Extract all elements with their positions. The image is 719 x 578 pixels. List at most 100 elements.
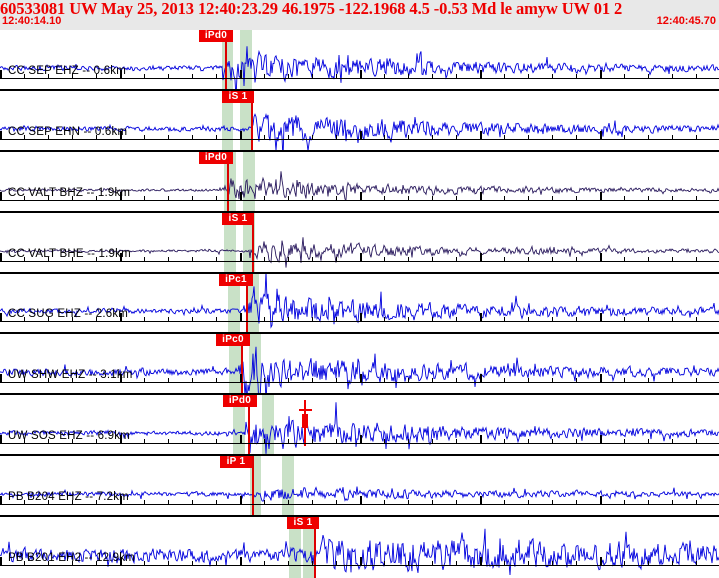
axis-minor-tick [528,378,529,383]
phase-pick-label[interactable]: iS 1 [222,91,254,103]
phase-pick-line[interactable] [246,274,248,334]
axis-minor-tick [24,74,25,79]
axis-minor-tick [432,196,433,201]
axis-minor-tick [48,257,49,262]
axis-major-tick [600,313,602,322]
axis-minor-tick [672,439,673,444]
axis-minor-tick [528,257,529,262]
axis-minor-tick [576,561,577,566]
phase-pick-label[interactable]: iPd0 [199,152,233,164]
axis-minor-tick [192,196,193,201]
waveform-trace [0,274,719,329]
axis-minor-tick [216,561,217,566]
axis-major-tick [0,192,2,201]
axis-minor-tick [528,135,529,140]
axis-minor-tick [408,561,409,566]
axis-major-tick [240,496,242,505]
axis-minor-tick [216,135,217,140]
axis-minor-tick [384,561,385,566]
axis-minor-tick [648,317,649,322]
amplitude-marker[interactable] [298,395,312,456]
axis-minor-tick [192,135,193,140]
trace-row[interactable]: iS 1 PB B201 EH2 -- 12.9km [0,517,719,578]
phase-pick-line[interactable] [251,91,253,152]
trace-channel-label: UW SHW EHZ -- 3.1km [8,369,133,381]
phase-pick-label[interactable]: iP 1 [220,456,252,468]
axis-minor-tick [288,378,289,383]
trace-row[interactable]: iPc1 CC SUG EHZ -- 2.6km [0,274,719,334]
axis-minor-tick [432,74,433,79]
phase-pick-label[interactable]: iS 1 [222,213,254,225]
axis-minor-tick [456,500,457,505]
axis-minor-tick [456,257,457,262]
trace-row[interactable]: iP 1 PB B204 EHZ -- 7.2km [0,456,719,517]
waveform-trace [0,113,719,152]
axis-minor-tick [264,561,265,566]
axis-minor-tick [576,378,577,383]
trace-row[interactable]: iS 1 CC VALT BHE -- 1.9km [0,213,719,274]
phase-pick-label[interactable]: iPd0 [199,30,233,42]
axis-minor-tick [216,74,217,79]
axis-major-tick [360,70,362,79]
axis-minor-tick [552,500,553,505]
axis-minor-tick [432,317,433,322]
axis-minor-tick [408,74,409,79]
axis-minor-tick [456,317,457,322]
axis-minor-tick [72,135,73,140]
axis-minor-tick [96,257,97,262]
axis-minor-tick [312,439,313,444]
phase-pick-line[interactable] [227,152,229,213]
trace-row[interactable]: iPd0 CC VALT BHZ -- 1.9km [0,152,719,213]
axis-minor-tick [168,561,169,566]
axis-minor-tick [264,135,265,140]
axis-minor-tick [456,378,457,383]
axis-minor-tick [336,378,337,383]
axis-minor-tick [696,500,697,505]
phase-pick-line[interactable] [248,395,250,456]
axis-minor-tick [96,74,97,79]
trace-row[interactable]: iPd0 CC SEP EHZ -- 0.6km [0,30,719,91]
phase-pick-label[interactable]: iS 1 [287,517,319,529]
trace-row[interactable]: iS 1 CC SEP EHN -- 0.6km [0,91,719,152]
phase-pick-line[interactable] [252,456,254,517]
time-axis [0,382,719,383]
axis-minor-tick [456,561,457,566]
axis-major-tick [360,374,362,383]
axis-minor-tick [384,317,385,322]
phase-pick-line[interactable] [314,517,316,578]
trace-row[interactable]: iPc0 UW SHW EHZ -- 3.1km [0,334,719,395]
axis-minor-tick [408,500,409,505]
axis-minor-tick [672,561,673,566]
axis-minor-tick [672,196,673,201]
axis-minor-tick [504,500,505,505]
time-axis [0,139,719,140]
axis-major-tick [360,496,362,505]
trace-row[interactable]: iPd0 UW SOS EHZ -- 6.9km [0,395,719,456]
axis-major-tick [0,70,2,79]
axis-major-tick [120,313,122,322]
time-axis [0,78,719,79]
axis-minor-tick [24,439,25,444]
axis-minor-tick [216,378,217,383]
phase-pick-line[interactable] [241,334,243,395]
axis-minor-tick [168,74,169,79]
phase-pick-line[interactable] [225,30,227,91]
axis-minor-tick [72,561,73,566]
axis-major-tick [0,435,2,444]
axis-minor-tick [168,135,169,140]
phase-pick-label[interactable]: iPd0 [223,395,257,407]
phase-pick-label[interactable]: iPc1 [219,274,253,286]
row-separator [0,393,719,395]
trace-panel[interactable]: iPd0 CC SEP EHZ -- 0.6km iS 1 CC SEP EHN --… [0,30,719,578]
axis-minor-tick [264,317,265,322]
axis-minor-tick [312,135,313,140]
phase-pick-line[interactable] [252,213,254,274]
phase-pick-label[interactable]: iPc0 [216,334,250,346]
axis-minor-tick [24,561,25,566]
axis-major-tick [360,435,362,444]
coda-window-band [247,274,259,334]
trace-channel-label: CC SEP EHN -- 0.6km [8,126,128,138]
axis-major-tick [120,435,122,444]
axis-major-tick [120,496,122,505]
axis-minor-tick [504,317,505,322]
